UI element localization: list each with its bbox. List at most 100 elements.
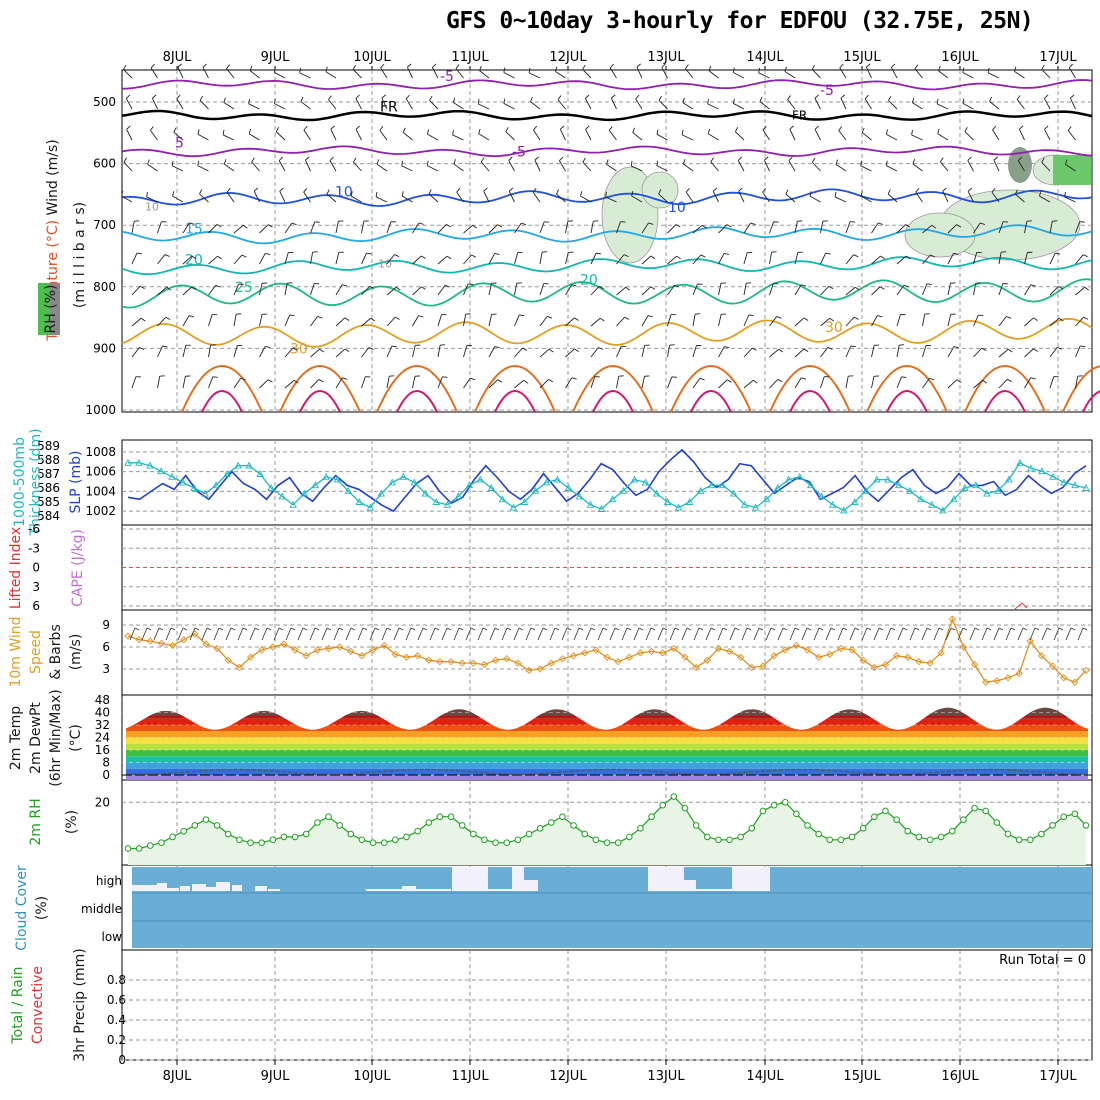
wind-barb (182, 255, 193, 265)
cloud-high-block (206, 887, 216, 891)
isotherm-label: 5 (175, 135, 184, 151)
wind-barb (641, 345, 646, 358)
wind-barb-flag (1070, 94, 1075, 99)
wind-barb-flag (241, 254, 247, 258)
wind-barb-flag (325, 66, 328, 72)
wind-barb-flag (648, 222, 654, 225)
rh-shading-high (1053, 155, 1091, 185)
thickness-point (795, 472, 804, 480)
wind-barb (1018, 128, 1025, 141)
wind-barb (860, 195, 872, 203)
wind-barb-flag (585, 94, 590, 99)
wind-barb-flag (1058, 285, 1063, 290)
wind-barb (973, 379, 983, 389)
wind-barb (1016, 99, 1025, 110)
wind-barb-flag (785, 189, 789, 195)
wind-speed-point (124, 632, 132, 640)
temp-band (126, 750, 1088, 757)
wind-barb (539, 283, 545, 296)
wind-barb (964, 131, 974, 141)
wind-barb (429, 100, 439, 110)
cloud-high-block (180, 886, 190, 891)
wind-barb-flag (982, 379, 988, 384)
wind-units-ylabel-part: (m/s) (68, 634, 84, 671)
cloud-high-block (696, 889, 732, 891)
isotherm-arch (474, 365, 556, 413)
temp-band-peak (126, 707, 1088, 716)
wind-barb (912, 102, 923, 110)
rh-point (503, 839, 511, 846)
wind-barb (1017, 160, 1025, 172)
surface-wind-barb-flag (1082, 627, 1088, 631)
wind-barb (887, 193, 898, 203)
wind-barb-flag (708, 65, 712, 71)
wind-barb-flag (352, 64, 356, 70)
isotherm-arch-inner (984, 390, 1026, 413)
wind-barb (911, 134, 923, 141)
wind-barb (998, 283, 1004, 296)
wind-barb-flag (548, 348, 554, 353)
rh-point (726, 836, 733, 844)
wind-barb (1049, 376, 1055, 389)
wind-barb-flag (854, 286, 860, 291)
wind-barb-flag (556, 189, 560, 195)
upper-air-ytick: 1000 (85, 403, 116, 417)
wind-barb (922, 283, 928, 296)
wind-barb-flag (891, 63, 896, 68)
wind-barb-flag (606, 159, 609, 165)
wind-barb-flag (953, 252, 959, 255)
wind-barb-flag (1080, 345, 1086, 348)
wind-barb (233, 377, 242, 389)
wind-barb-flag (446, 255, 452, 260)
wind-barb (962, 72, 974, 79)
wind-barb (707, 103, 719, 110)
wind-barb-flag (905, 255, 911, 260)
wind-barb (743, 283, 747, 296)
thickness-point (410, 478, 419, 486)
isotherm-label: 15 (185, 222, 203, 238)
wind-barb (896, 376, 902, 389)
wind-barb-flag (752, 379, 758, 384)
slp-ytick: 1002 (85, 504, 116, 518)
surface-wind-barb (777, 627, 784, 641)
surface-wind-barb-flag (194, 627, 200, 631)
wind-speed-point (982, 678, 990, 686)
wind-barb (590, 252, 597, 265)
surface-wind-barb (1017, 627, 1024, 641)
wind-barb-flag (191, 286, 197, 290)
wind-barb-flag (681, 129, 684, 135)
wind-barb (412, 255, 422, 265)
wind-barb (532, 191, 541, 203)
wind-barb-flag (508, 156, 513, 161)
wind-barb (259, 314, 263, 327)
wind-barb (658, 100, 668, 110)
wind-barb-flag (585, 125, 590, 130)
cloud-high-block (524, 880, 538, 891)
wind-barb (811, 161, 821, 172)
wind-barb (303, 191, 311, 203)
wind-barb-flag (724, 252, 730, 255)
wind-barb-flag (508, 187, 514, 192)
thickness-ytick: 586 (37, 481, 60, 495)
wind-barb-flag (724, 346, 730, 349)
temp-band (126, 725, 1088, 732)
wind-barb (896, 345, 900, 358)
wind-barb (530, 101, 541, 110)
thickness-ylabel-2: Thickness (dm) (28, 428, 44, 536)
thickness-point (1038, 467, 1046, 475)
cloud-high-block (648, 867, 684, 891)
surface-wind-barb-flag (590, 627, 596, 631)
wind-barb (305, 159, 311, 172)
slp-ylabel-part: SLP (mb) (68, 450, 84, 513)
rh-point (380, 839, 388, 846)
wind-barb-flag (623, 254, 629, 258)
wind-barb (123, 161, 133, 172)
wind-barb (845, 316, 855, 327)
wind-speed-point (625, 653, 633, 661)
wind-barb-flag (964, 127, 968, 132)
date-label-bottom: 16JUL (941, 1069, 979, 1084)
thickness-ylabel-part: 1000-500mb (12, 437, 28, 527)
surface-wind-barb-flag (974, 627, 980, 631)
wind-barb-flag (547, 315, 553, 319)
wind-speed-point (269, 643, 277, 651)
